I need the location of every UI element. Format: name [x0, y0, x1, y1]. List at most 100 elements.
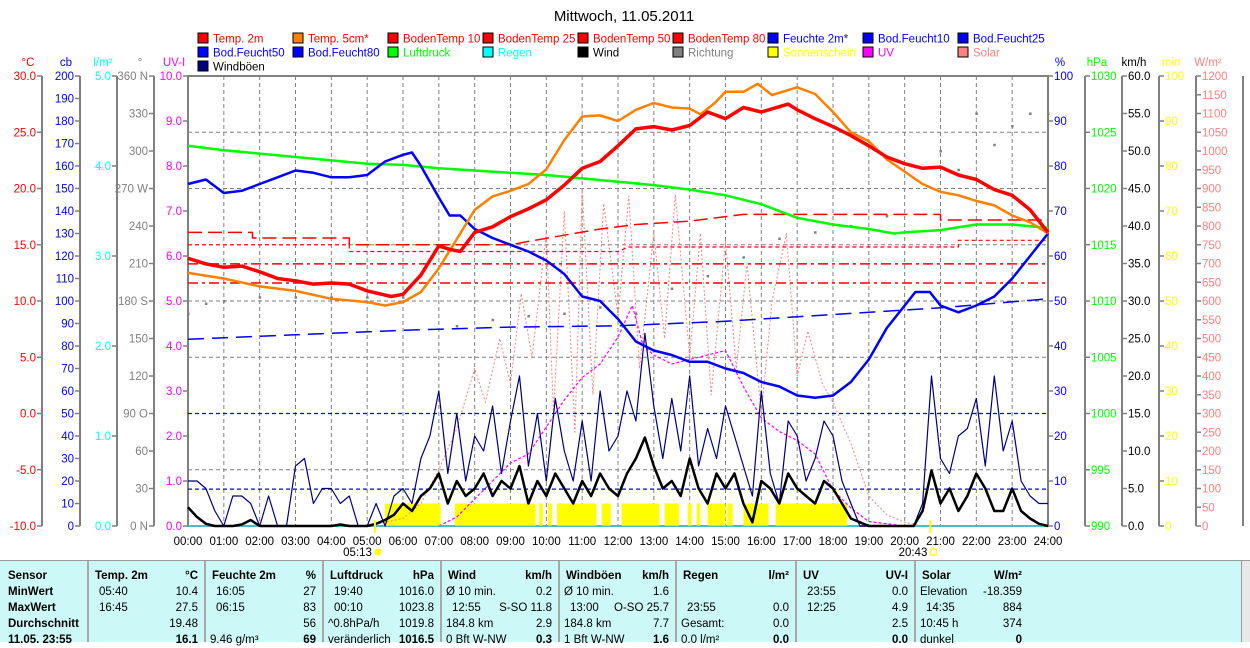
table-cell: 0.0: [773, 618, 789, 630]
axis-tick-label: 1.0: [166, 476, 182, 488]
x-tick-label: 21:00: [926, 536, 955, 548]
table-cell: Feuchte 2m: [212, 570, 276, 582]
axis-tick-label: 10: [1054, 476, 1067, 488]
axis-tick-label: 1000: [1202, 146, 1228, 158]
legend-label: Temp. 5cm*: [308, 34, 369, 46]
x-tick-label: 23:00: [998, 536, 1027, 548]
table-cell: 10:45 h: [920, 618, 959, 630]
table-cell: S-SO 11.8: [499, 602, 552, 614]
axis-tick-label: 120: [129, 371, 148, 383]
table-cell: MaxWert: [8, 602, 56, 614]
legend-swatch: [292, 32, 304, 44]
axis-tick-label: 25.0: [14, 127, 36, 139]
axis-tick-label: 0: [68, 521, 74, 533]
sunshine-bar: [621, 503, 660, 526]
axis-tick-label: 200: [55, 71, 74, 83]
table-cell: 1023.8: [398, 602, 434, 614]
legend-swatch: [862, 32, 874, 44]
table-cell: l/m²: [768, 570, 789, 582]
direction-point: [1029, 112, 1032, 115]
legend-swatch: [767, 46, 779, 58]
table-cell: 12:25: [807, 602, 836, 614]
axis-unit-label: l/m²: [93, 57, 112, 69]
axis-tick-label: 800: [1202, 221, 1221, 233]
table-cell: UV-I: [885, 570, 908, 582]
axis-tick-label: 70: [1165, 206, 1178, 218]
legend-label: Luftdruck: [403, 48, 451, 60]
table-cell: 19.48: [169, 618, 198, 630]
axis-unit-label: %: [1055, 57, 1065, 69]
x-tick-label: 17:00: [783, 536, 812, 548]
direction-point: [330, 296, 333, 299]
axis-tick-label: 7.0: [166, 206, 182, 218]
axis-tick-label: 1200: [1202, 71, 1228, 83]
direction-point: [885, 215, 889, 218]
axis-tick-label: 30: [135, 484, 148, 496]
table-cell: 184.8 km: [564, 618, 612, 630]
table-column: Solar W/m² Elevation -18.359 14:35 884 10:45 h…: [916, 561, 1030, 646]
table-cell: 16:05: [216, 586, 245, 598]
series-bodentemp-10: [188, 213, 1048, 246]
axis-tick-label: 1015: [1091, 240, 1117, 252]
legend-label: BodenTemp 25: [498, 34, 575, 46]
table-cell: 2.9: [536, 618, 552, 630]
axis-tick-label: 0.0: [20, 409, 36, 421]
axis-tick-label: 750: [1202, 240, 1221, 252]
legend-label: Sonnenschein: [783, 48, 856, 60]
table-cell: Ø 10 min.: [564, 586, 614, 598]
legend-label: Windböen: [213, 62, 265, 74]
table-cell: Regen: [683, 570, 719, 582]
legend-swatch: [197, 46, 209, 58]
direction-point: [204, 302, 208, 305]
axis-tick-label: 5.0: [95, 71, 111, 83]
legend-swatch: [957, 32, 969, 44]
table-cell: W/m²: [993, 570, 1022, 582]
x-tick-label: 09:00: [496, 536, 525, 548]
series-layer: [187, 82, 1050, 528]
axis-tick-label: 1005: [1091, 352, 1117, 364]
sunshine-bar: [743, 503, 769, 526]
axis-tick-label: 110: [56, 274, 74, 286]
x-tick-label: 22:00: [962, 536, 991, 548]
axis-tick-label: 25.0: [1128, 334, 1150, 346]
table-cell: 1.6: [653, 586, 669, 598]
series-temp-2m: [187, 102, 1050, 299]
legend-label: Richtung: [688, 48, 733, 60]
axis-tick-label: 1100: [1202, 109, 1227, 121]
axis-tick-label: 0: [1202, 521, 1208, 533]
direction-point: [670, 287, 674, 290]
table-cell: Sensor: [8, 570, 47, 582]
table-cell: ^0.8hPa/h: [328, 618, 380, 630]
direction-point: [366, 296, 369, 299]
axis-tick-label: 350: [1202, 390, 1221, 402]
table-cell: Temp. 2m: [95, 570, 148, 582]
weather-chart: Mittwoch, 11.05.2011 Temp. 2m Temp. 5cm* B…: [10, 8, 1244, 559]
axis-unit-label: °: [138, 57, 143, 69]
sunshine-bar: [696, 503, 701, 526]
axis-tick-label: 5.0: [20, 352, 36, 364]
table-column: Regen l/m² 23:55 0.0 Gesamt: 0.0 0.0 l/m² 0.0: [677, 561, 797, 646]
direction-point: [402, 296, 405, 299]
sunshine-bar: [687, 503, 692, 526]
axis-tick-label: 1.0: [95, 431, 111, 443]
axis-tick-label: 60: [1054, 251, 1067, 263]
direction-point: [491, 318, 495, 322]
axis-tick-label: 90: [1165, 116, 1178, 128]
sunshine-bar: [548, 503, 552, 526]
table-cell: Wind: [448, 570, 476, 582]
legend-swatch: [482, 32, 494, 44]
axis-tick-label: 1025: [1091, 127, 1117, 139]
x-tick-label: 02:00: [245, 536, 274, 548]
series-solar: [367, 188, 923, 527]
sunshine-bar: [707, 503, 726, 526]
axis-tick-label: 6.0: [166, 251, 182, 263]
direction-point: [778, 237, 781, 240]
axis-tick-label: 4.0: [166, 341, 182, 353]
direction-point: [599, 306, 602, 309]
table-cell: 12:55: [452, 602, 481, 614]
axis-unit-label: °C: [22, 57, 35, 69]
axis-tick-label: 50: [1054, 296, 1067, 308]
scrollbar[interactable]: [1241, 561, 1250, 642]
table-cell: 374: [1002, 618, 1022, 630]
table-cell: 1016.0: [398, 586, 434, 598]
